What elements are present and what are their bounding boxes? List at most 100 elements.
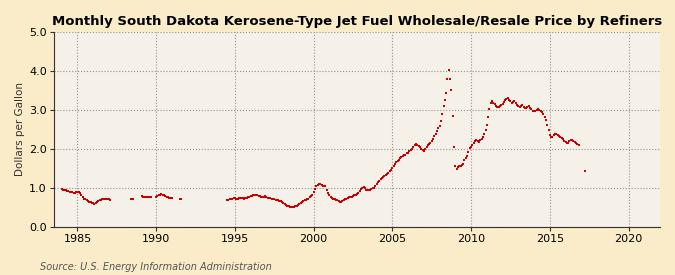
Point [500,98,511,102]
Point [65,190,76,194]
Point [80,197,90,202]
Point [61,189,72,193]
Point [101,197,111,202]
Point [88,201,99,205]
Point [57,187,68,192]
Point [77,195,88,200]
Point [307,192,318,197]
Point [142,195,153,199]
Point [259,194,269,199]
Point [427,139,437,143]
Point [485,101,496,105]
Point [246,194,257,198]
Point [300,198,311,202]
Text: Source: U.S. Energy Information Administration: Source: U.S. Energy Information Administ… [40,262,272,272]
Point [396,155,407,160]
Point [369,185,379,190]
Point [277,200,288,204]
Point [430,132,441,136]
Point [151,194,161,199]
Point [389,162,400,166]
Point [438,104,449,108]
Point [271,198,282,202]
Point [153,193,164,198]
Point [433,126,443,131]
Point [373,180,383,184]
Point [263,196,273,200]
Point [266,196,277,201]
Point [443,67,454,72]
Point [254,194,265,198]
Point [377,176,387,180]
Point [501,97,512,101]
Point [412,143,423,147]
Point [93,199,104,204]
Point [227,196,238,201]
Point [387,166,398,170]
Point [72,190,83,194]
Point [567,138,578,142]
Point [295,201,306,205]
Point [138,194,148,199]
Point [136,194,147,198]
Point [353,191,364,195]
Point [163,195,173,200]
Point [493,104,504,109]
Point [267,197,278,201]
Point [239,196,250,201]
Point [59,188,70,192]
Point [380,173,391,177]
Point [470,139,481,143]
Point [176,196,186,201]
Point [439,98,450,102]
Point [434,124,445,128]
Point [337,199,348,204]
Point [306,194,317,198]
Point [416,147,427,151]
Point [406,147,417,151]
Point [364,187,375,192]
Point [549,132,560,136]
Point [480,128,491,132]
Point [95,198,105,203]
Point [523,104,534,108]
Point [529,109,539,113]
Point [71,190,82,194]
Point [418,148,429,153]
Point [261,195,272,199]
Point [564,139,575,143]
Point [462,153,472,158]
Point [332,198,343,203]
Point [323,191,333,196]
Point [298,199,308,204]
Point [474,139,485,144]
Point [349,193,360,198]
Point [388,164,399,168]
Point [545,135,556,139]
Point [291,204,302,208]
Point [442,77,453,82]
Point [481,122,492,127]
Point [284,204,294,208]
Point [146,195,157,200]
Point [273,198,284,203]
Point [392,159,403,163]
Point [446,88,457,92]
Point [467,143,478,147]
Point [320,183,331,188]
Point [338,198,349,202]
Point [257,195,268,199]
Point [468,141,479,145]
Point [288,205,299,209]
Point [520,106,531,110]
Point [223,197,234,202]
Point [294,202,304,207]
Point [537,109,547,114]
Point [477,135,488,139]
Point [497,102,508,106]
Point [552,133,563,137]
Point [344,195,354,200]
Point [556,136,567,140]
Point [328,196,339,201]
Point [460,156,471,161]
